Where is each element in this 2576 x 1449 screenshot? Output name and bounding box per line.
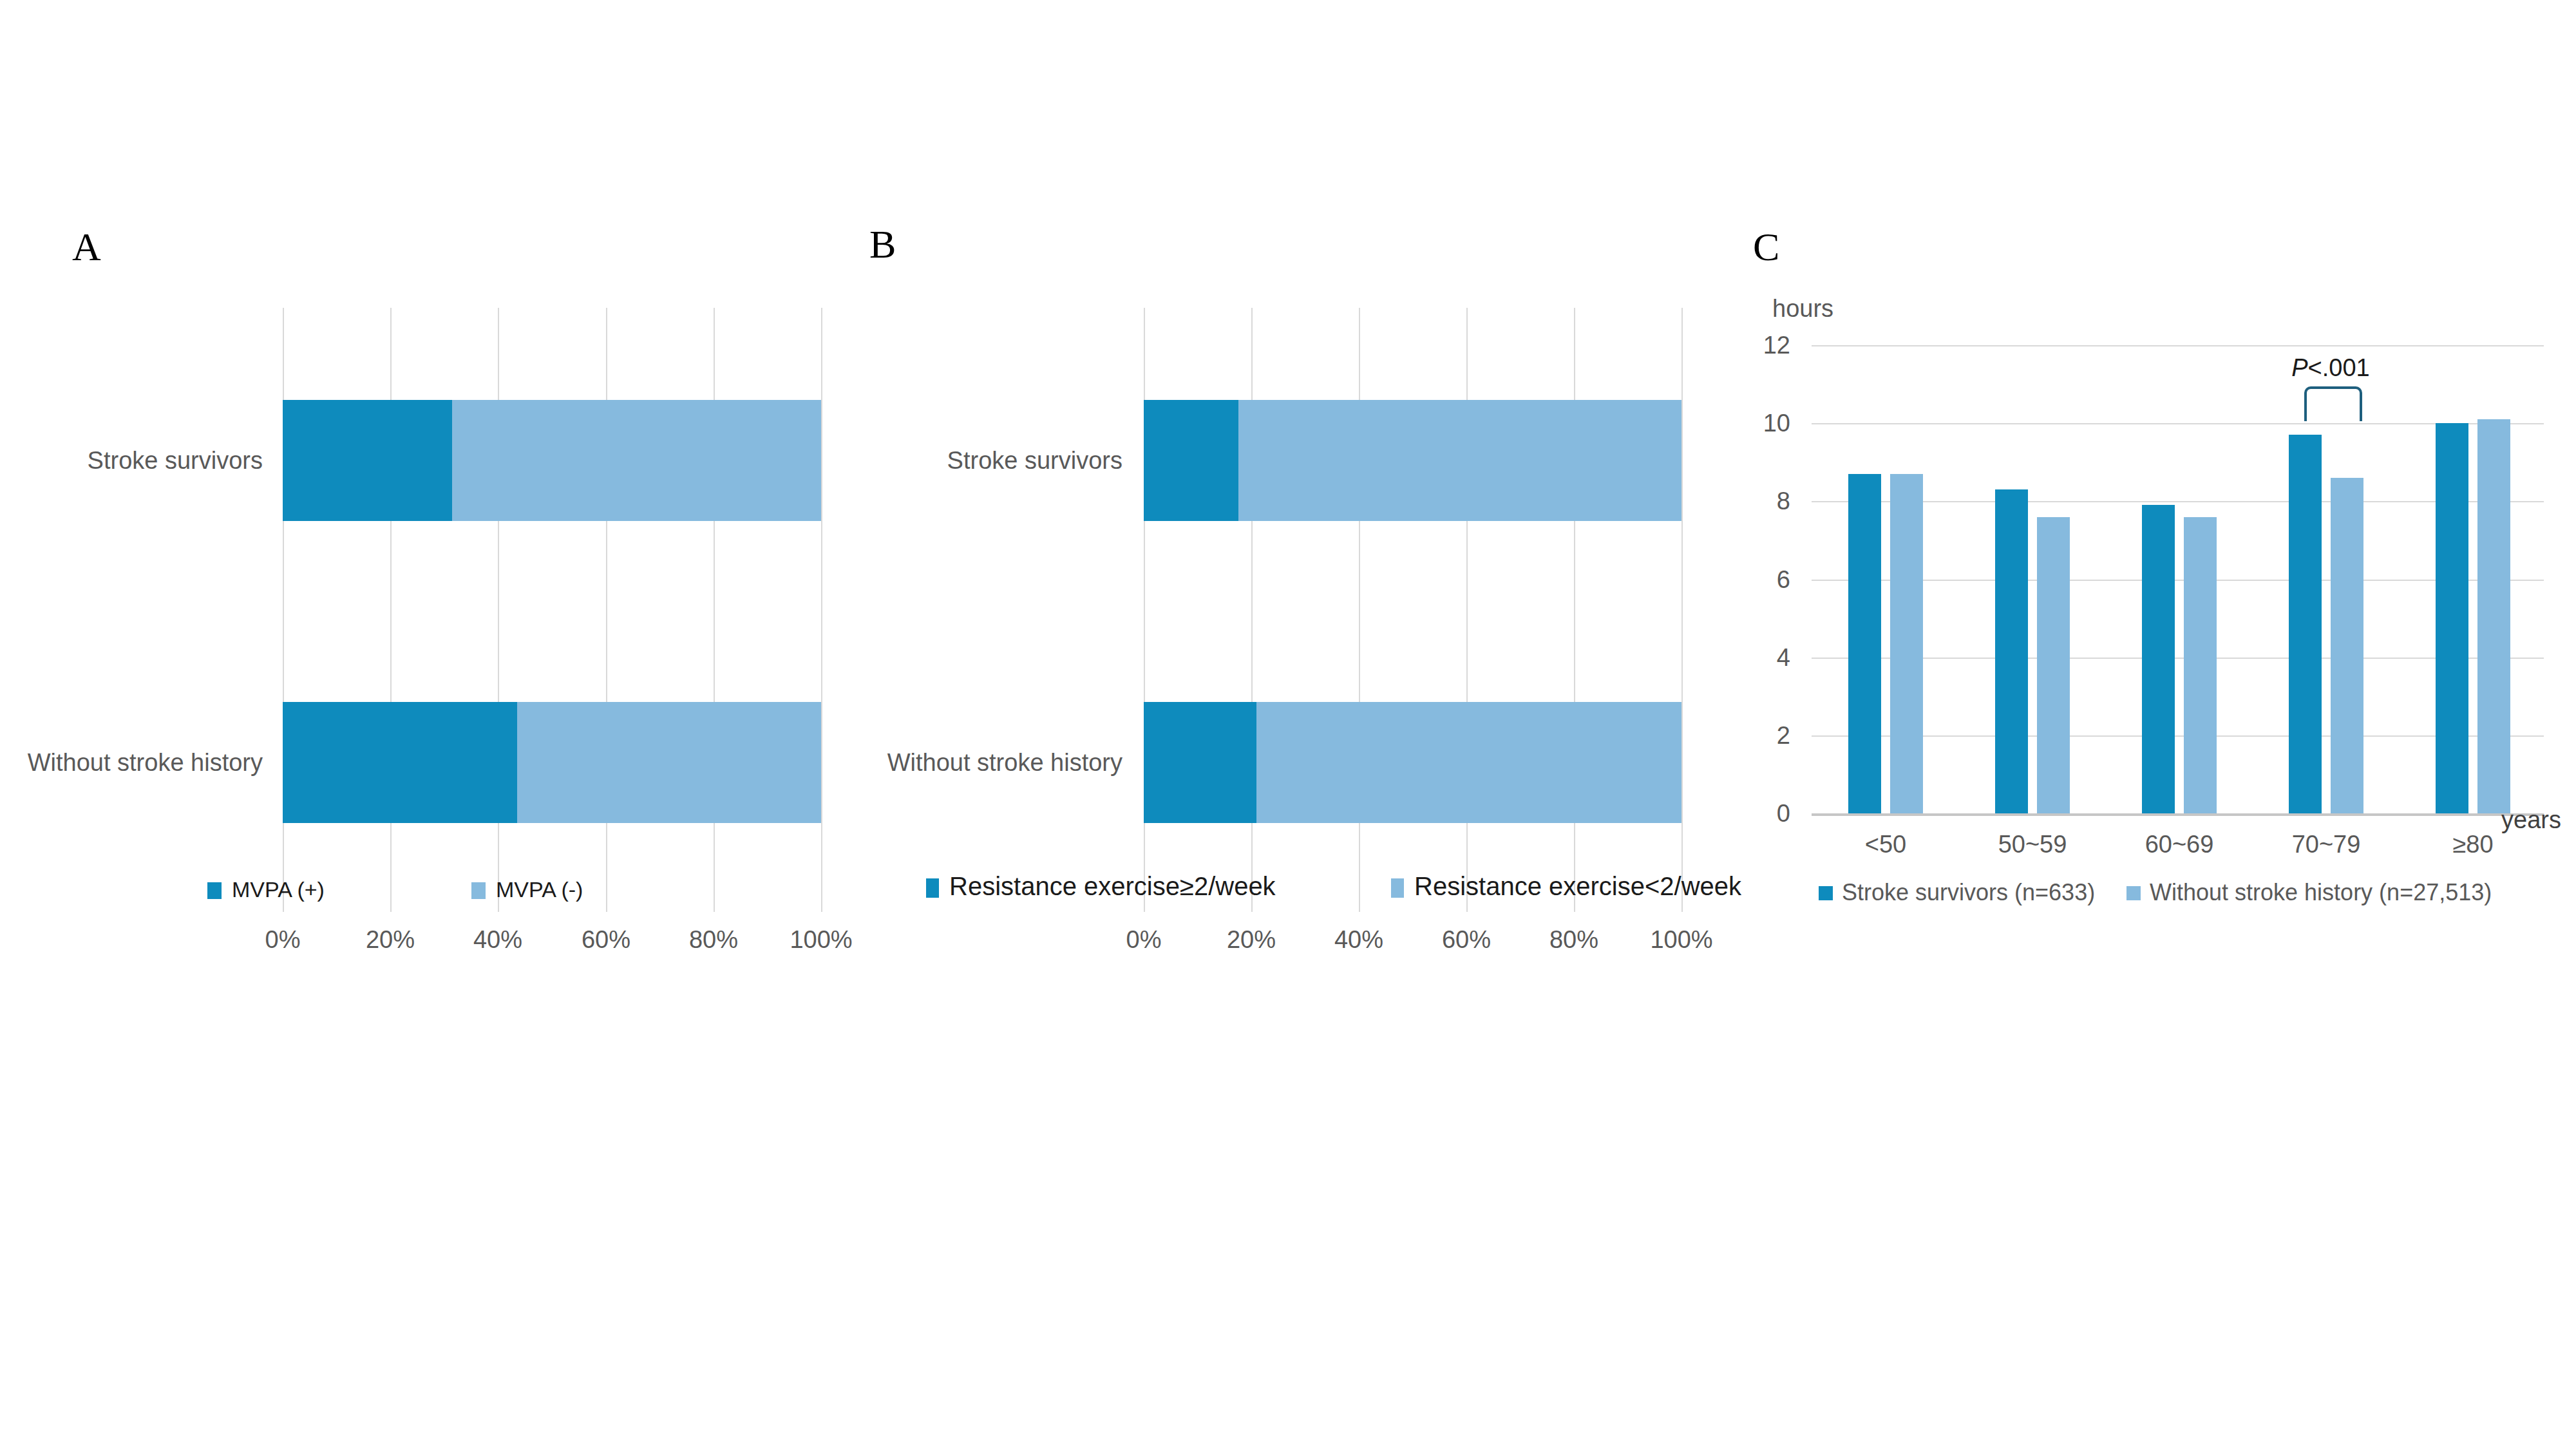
bar-≥80-Stroke survivors (n=633) [2436,423,2468,813]
bar-70~79-Without stroke history (n=27,513) [2331,478,2363,813]
y-tick-label: 8 [1713,486,1790,516]
y-tick-label: 6 [1713,564,1790,595]
bar-60~69-Stroke survivors (n=633) [2142,505,2175,813]
category-label: Stroke survivors [13,445,263,476]
panel-label-b: B [869,224,896,264]
legend-label: Resistance exercise≥2/week [949,872,1276,901]
y-tick-label: 10 [1713,408,1790,439]
x-category-label: ≥80 [2396,831,2550,858]
legend-swatch-Without stroke history (n=27,513) [2126,886,2141,900]
bar-Without stroke history-Resistance exercise<2/week [1256,702,1682,823]
bar-Without stroke history-MVPA (+) [283,702,517,823]
x-tick-label: 40% [1301,926,1417,954]
x-category-label: 70~79 [2249,831,2403,858]
bar-50~59-Without stroke history (n=27,513) [2037,517,2070,813]
bar-50~59-Stroke survivors (n=633) [1995,489,2028,813]
panel-label-a: A [72,227,101,267]
x-tick-label: 20% [332,926,448,954]
bar-Stroke survivors-MVPA (+) [283,400,452,521]
category-label: Stroke survivors [862,445,1122,476]
legend-label: Stroke survivors (n=633) [1842,879,2095,906]
bar-<50-Stroke survivors (n=633) [1848,474,1881,813]
x-tick-label: 20% [1193,926,1309,954]
bar-70~79-Stroke survivors (n=633) [2289,435,2322,813]
x-tick-label: 100% [763,926,879,954]
legend-swatch-MVPA (+) [207,882,222,899]
y-tick-label: 2 [1713,720,1790,751]
x-tick-label: 80% [1516,926,1632,954]
legend-swatch-Resistance exercise≥2/week [926,878,939,898]
bar-<50-Without stroke history (n=27,513) [1890,474,1923,813]
x-tick-label: 0% [1086,926,1202,954]
category-label: Without stroke history [13,747,263,778]
x-tick-label: 60% [548,926,664,954]
legend-label: MVPA (-) [496,877,583,902]
significance-bracket [2304,386,2362,421]
panel-label-c: C [1753,227,1779,267]
x-category-label: 50~59 [1955,831,2110,858]
x-tick-label: 0% [225,926,341,954]
gridline-10 [1812,423,2544,424]
significance-label: P<.001 [2253,354,2408,382]
x-tick-label: 60% [1408,926,1524,954]
legend-label: MVPA (+) [232,877,325,902]
y-axis-title-hours: hours [1772,295,1833,323]
gridline-12 [1812,345,2544,346]
gridline-100% [821,308,822,912]
legend-swatch-Stroke survivors (n=633) [1819,886,1833,900]
category-label: Without stroke history [862,747,1122,778]
bar-≥80-Without stroke history (n=27,513) [2477,419,2510,813]
bar-Stroke survivors-MVPA (-) [452,400,821,521]
bar-60~69-Without stroke history (n=27,513) [2184,517,2217,813]
y-tick-label: 0 [1713,798,1790,829]
x-tick-label: 80% [656,926,772,954]
legend-swatch-MVPA (-) [471,882,486,899]
x-tick-label: 100% [1624,926,1739,954]
legend-label: Resistance exercise<2/week [1414,872,1741,901]
y-tick-label: 12 [1713,330,1790,361]
bar-Stroke survivors-Resistance exercise≥2/week [1144,400,1238,521]
gridline-100% [1681,308,1683,912]
x-category-label: 60~69 [2102,831,2257,858]
legend-swatch-Resistance exercise<2/week [1391,878,1404,898]
figure-canvas: A B C Stroke survivors Without stroke his… [0,0,2576,1449]
y-tick-label: 4 [1713,642,1790,673]
bar-Without stroke history-Resistance exercise≥2/week [1144,702,1256,823]
x-axis-line [1812,813,2544,816]
x-axis-title-years: years [2501,806,2561,834]
x-tick-label: 40% [440,926,556,954]
x-category-label: <50 [1808,831,1963,858]
bar-Without stroke history-MVPA (-) [517,702,821,823]
bar-Stroke survivors-Resistance exercise<2/week [1238,400,1681,521]
legend-label: Without stroke history (n=27,513) [2150,879,2492,906]
